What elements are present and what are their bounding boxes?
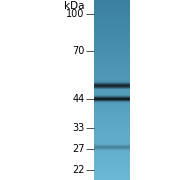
Text: 70: 70 <box>72 46 85 56</box>
Text: 27: 27 <box>72 144 85 154</box>
Text: 33: 33 <box>72 123 85 133</box>
Text: 22: 22 <box>72 165 85 175</box>
Text: kDa: kDa <box>64 1 85 12</box>
Text: 44: 44 <box>72 94 85 104</box>
Text: 100: 100 <box>66 9 85 19</box>
